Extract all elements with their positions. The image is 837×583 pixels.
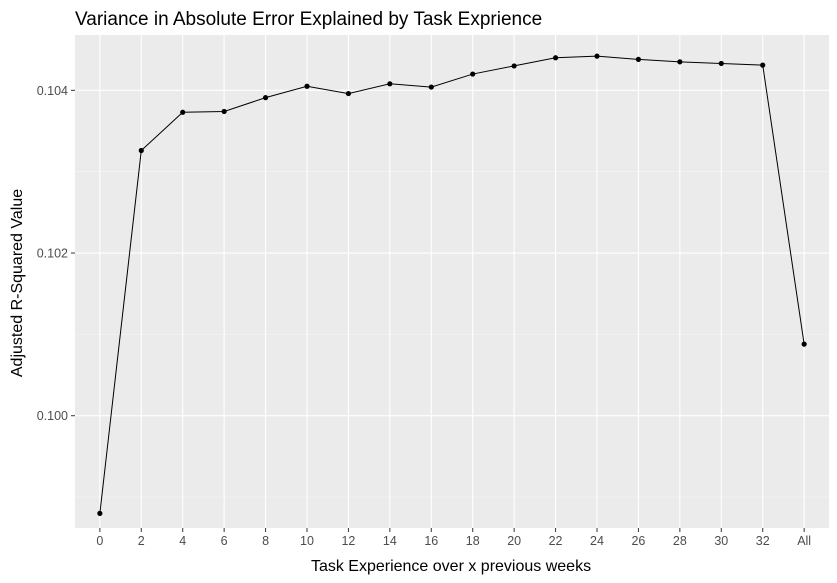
x-tick-label: 18 bbox=[466, 534, 480, 548]
x-tick-label: 6 bbox=[221, 534, 228, 548]
major-gridlines bbox=[75, 35, 829, 528]
y-tick-label: 0.102 bbox=[37, 247, 68, 261]
data-point bbox=[760, 62, 766, 68]
series-group bbox=[97, 53, 807, 516]
x-tick-label: 0 bbox=[96, 534, 103, 548]
data-point bbox=[801, 341, 807, 347]
data-point bbox=[97, 510, 103, 516]
data-point bbox=[511, 63, 517, 69]
minor-gridlines bbox=[75, 171, 829, 498]
x-tick-label: 20 bbox=[507, 534, 521, 548]
y-tick-label: 0.100 bbox=[37, 409, 68, 423]
y-axis: 0.100 0.102 0.104 bbox=[37, 84, 75, 423]
data-point bbox=[138, 147, 144, 154]
y-tick-label: 0.104 bbox=[37, 84, 68, 98]
data-point bbox=[428, 84, 434, 90]
x-tick-label: 32 bbox=[756, 534, 770, 548]
x-tick-label: 28 bbox=[673, 534, 687, 548]
x-tick-label: 12 bbox=[341, 534, 355, 548]
data-point bbox=[594, 53, 600, 59]
series-line bbox=[99, 55, 805, 514]
x-tick-label: 14 bbox=[383, 534, 397, 548]
data-point bbox=[552, 55, 559, 61]
data-point bbox=[387, 81, 393, 87]
x-axis: 0 2 4 6 8 10 12 14 16 18 20 22 24 26 28 30 32 All bbox=[96, 528, 811, 548]
data-point bbox=[470, 71, 476, 77]
x-tick-label: 30 bbox=[714, 534, 728, 548]
x-tick-label: 8 bbox=[262, 534, 269, 548]
chart-title: Variance in Absolute Error Explained by … bbox=[75, 9, 542, 30]
data-point bbox=[262, 95, 269, 101]
x-tick-label: 26 bbox=[631, 534, 645, 548]
data-point bbox=[718, 60, 724, 67]
x-tick-label: 22 bbox=[549, 534, 563, 548]
x-axis-title: Task Experience over x previous weeks bbox=[311, 558, 591, 575]
data-point bbox=[635, 56, 642, 63]
data-point bbox=[221, 108, 227, 115]
x-tick-label: 2 bbox=[138, 534, 145, 548]
y-axis-title: Adjusted R-Squared Value bbox=[9, 189, 26, 377]
x-tick-label: 24 bbox=[590, 534, 604, 548]
data-point bbox=[180, 109, 186, 115]
data-point bbox=[345, 90, 352, 97]
x-tick-label: All bbox=[797, 534, 811, 548]
data-point bbox=[304, 83, 310, 89]
x-tick-label: 16 bbox=[424, 534, 438, 548]
data-point bbox=[677, 59, 683, 65]
x-tick-label: 10 bbox=[300, 534, 314, 548]
x-tick-label: 4 bbox=[179, 534, 186, 548]
plot-panel bbox=[75, 35, 829, 528]
